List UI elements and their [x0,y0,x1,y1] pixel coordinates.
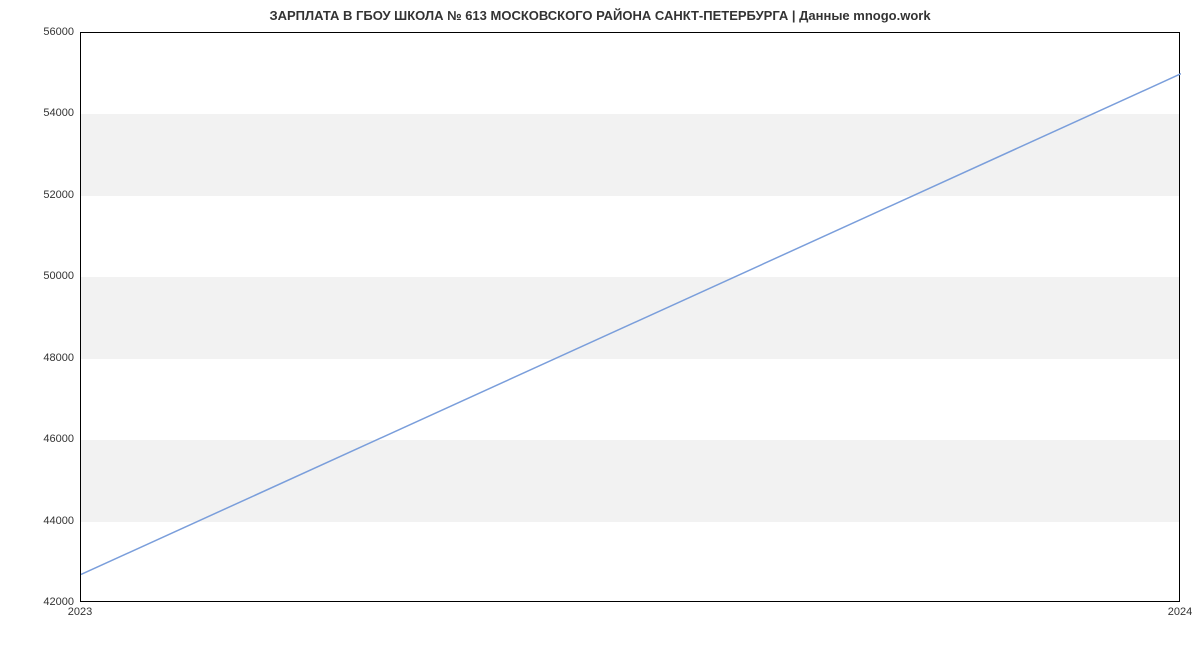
chart-title: ЗАРПЛАТА В ГБОУ ШКОЛА № 613 МОСКОВСКОГО … [0,8,1200,23]
series-layer [81,33,1181,603]
y-tick-label: 56000 [24,26,74,38]
x-tick-label: 2024 [1168,606,1192,618]
y-tick-label: 44000 [24,515,74,527]
plot-area [80,32,1180,602]
y-tick-label: 42000 [24,596,74,608]
y-tick-label: 46000 [24,433,74,445]
y-tick-label: 54000 [24,107,74,119]
x-tick-label: 2023 [68,606,92,618]
y-tick-label: 50000 [24,270,74,282]
chart-container: ЗАРПЛАТА В ГБОУ ШКОЛА № 613 МОСКОВСКОГО … [0,0,1200,650]
y-tick-label: 48000 [24,352,74,364]
series-line [81,74,1181,575]
y-tick-label: 52000 [24,189,74,201]
